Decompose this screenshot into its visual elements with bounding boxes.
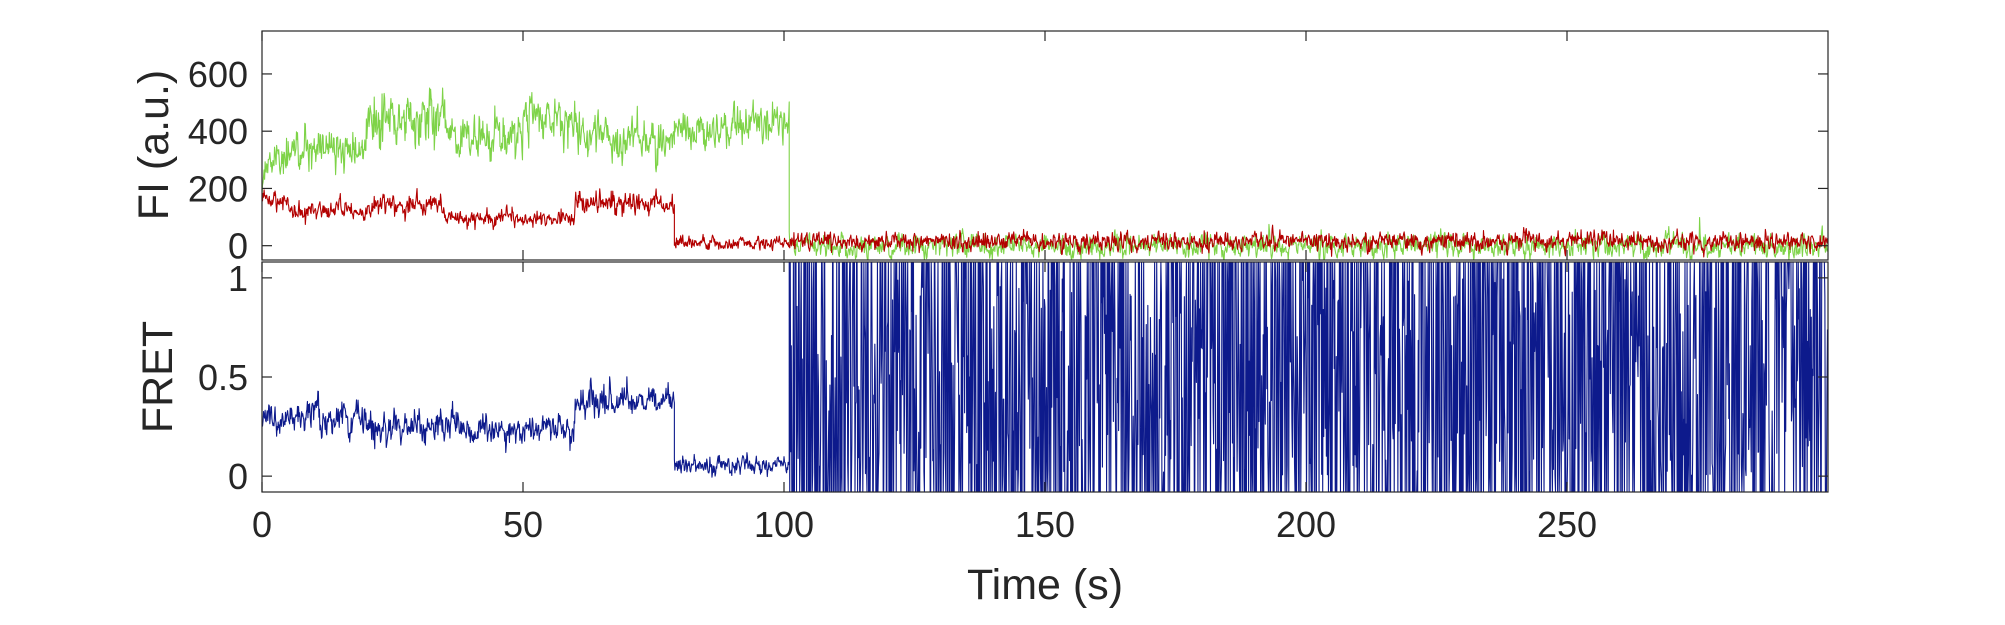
time-x-ticks: 0 50 100 150 200 250 (252, 262, 1597, 545)
time-x-tick-label: 250 (1537, 504, 1597, 545)
fluorescence-traces (262, 87, 1828, 260)
fluorescence-y-tick-label: 0 (228, 226, 248, 267)
fluorescence-panel: 0 200 400 600 FI (a.u.) (130, 30, 1829, 267)
fret-panel: 00.51 0 50 100 150 200 250 FRET Time (s) (134, 258, 1829, 609)
time-x-tick-label: 50 (503, 504, 543, 545)
time-x-tick-label: 150 (1015, 504, 1075, 545)
time-x-tick-label: 100 (754, 504, 814, 545)
fluorescence-y-tick-label: 400 (188, 111, 248, 152)
fret-y-tick-label: 1 (228, 258, 248, 299)
fluorescence-y-tick-label: 200 (188, 168, 248, 209)
fret-series-0-line (262, 262, 1828, 492)
time-x-axis-label: Time (s) (967, 561, 1123, 609)
fret-y-ticks: 00.51 (198, 258, 1828, 497)
fluorescence-series-1-line (262, 187, 1828, 258)
fret-y-tick-label: 0 (228, 456, 248, 497)
fret-y-tick-label: 0.5 (198, 357, 248, 398)
fret-y-axis-label: FRET (134, 321, 182, 433)
fluorescence-x-ticks (261, 31, 1568, 260)
fluorescence-y-tick-label: 600 (188, 54, 248, 95)
fluorescence-y-ticks: 0 200 400 600 (188, 54, 1828, 267)
time-x-tick-label: 200 (1276, 504, 1336, 545)
time-x-tick-label: 0 (252, 504, 272, 545)
fluorescence-y-axis-label: FI (a.u.) (130, 70, 178, 221)
fret-traces (262, 262, 1828, 492)
